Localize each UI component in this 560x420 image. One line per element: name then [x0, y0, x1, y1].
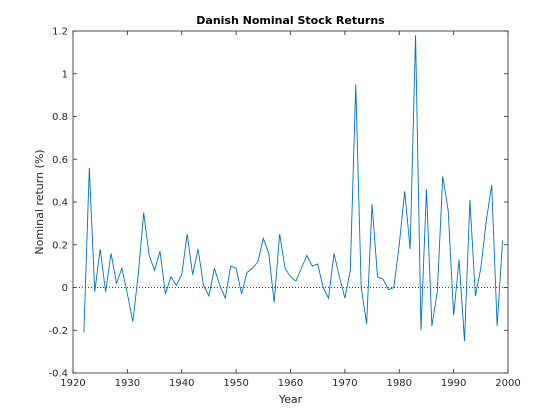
x-axis-label: Year [278, 393, 303, 406]
plot-background [73, 31, 508, 373]
y-tick-label: 0 [62, 283, 68, 294]
y-tick-label: 1 [62, 69, 68, 80]
chart-title: Danish Nominal Stock Returns [196, 14, 385, 27]
x-tick-label: 1970 [332, 378, 357, 389]
x-tick-label: 1980 [387, 378, 412, 389]
y-tick-label: 0.6 [52, 155, 68, 166]
y-tick-label: 1.2 [52, 27, 68, 38]
series-line [83, 35, 504, 341]
x-tick-label: 1950 [223, 378, 248, 389]
x-tick-label: 2000 [495, 378, 520, 389]
plot-frame [72, 30, 509, 374]
y-tick-label: 0.4 [52, 198, 68, 209]
x-tick-label: 1940 [169, 378, 194, 389]
x-tick-label: 1930 [115, 378, 140, 389]
y-tick-label: 0.2 [52, 240, 68, 251]
y-tick-label: 0.8 [52, 112, 68, 123]
y-tick-label: -0.2 [48, 326, 68, 337]
x-tick-label: 1920 [60, 378, 85, 389]
x-tick-label: 1990 [441, 378, 466, 389]
y-tick-label: -0.4 [48, 369, 68, 380]
y-axis-label: Nominal return (%) [33, 149, 46, 254]
x-tick-label: 1960 [278, 378, 303, 389]
